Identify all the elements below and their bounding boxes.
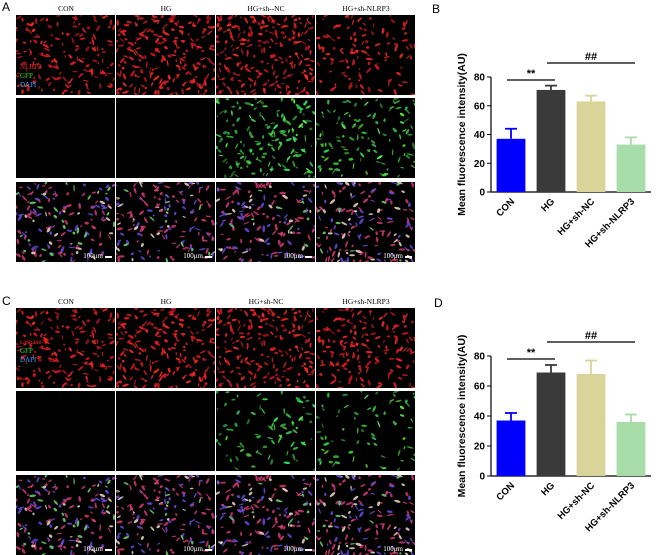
column-label: CON — [58, 297, 74, 306]
scale-bar — [205, 549, 212, 551]
scale-bar-label: 100μm — [83, 545, 103, 553]
column-label: HG+sh-NLRP3 — [342, 4, 390, 13]
micrograph-tile: 100μm — [216, 475, 315, 555]
micrograph-tile: caspase-1 GFP DAPI — [16, 308, 115, 388]
category-label: HG — [539, 480, 557, 498]
channel-label: DAPI — [20, 356, 37, 364]
panel-c-letter: C — [2, 294, 11, 308]
y-tick-label: 60 — [474, 382, 486, 393]
scale-bar-label: 100μm — [83, 252, 103, 260]
bar — [616, 422, 646, 476]
micrograph-tile — [16, 98, 115, 178]
micrograph-tile — [316, 308, 415, 388]
bar — [536, 372, 566, 476]
y-tick-label: 20 — [474, 442, 486, 453]
y-axis-label: Mean fluorescence intensity(AU) — [456, 335, 468, 498]
micrograph-tile — [116, 308, 215, 388]
category-label: HG+sh-NC — [556, 480, 598, 522]
micrograph-tile — [116, 15, 215, 95]
micrograph-tile: 100μm — [316, 182, 415, 262]
micrograph-tile — [216, 98, 315, 178]
micrograph-tile: NLRP3 GFP DAPI — [16, 15, 115, 95]
panel-b-letter: B — [432, 2, 441, 16]
channel-legend: caspase-1 GFP DAPI — [20, 338, 47, 365]
micrograph-tile: 100μm — [216, 182, 315, 262]
micrograph-tile — [316, 15, 415, 95]
scale-bar — [105, 256, 112, 258]
channel-label: GFP — [20, 72, 33, 80]
micrograph-tile: 100μm — [16, 475, 115, 555]
scale-bar-label: 100μm — [383, 252, 403, 260]
column-label: CON — [58, 4, 74, 13]
micrograph-tile — [116, 98, 215, 178]
significance-marker: ** — [527, 347, 536, 359]
panel-a-letter: A — [2, 0, 11, 14]
panel-d-letter: D — [434, 296, 443, 310]
bar — [616, 144, 646, 192]
channel-label: NLRP3 — [20, 63, 42, 71]
channel-label: caspase-1 — [20, 338, 48, 346]
micrograph-tile: 100μm — [116, 182, 215, 262]
y-tick-label: 80 — [474, 352, 486, 363]
scale-bar — [205, 256, 212, 258]
bar — [576, 101, 606, 192]
column-label: HG+sh--NC — [247, 4, 285, 13]
scale-bar-label: 100μm — [183, 545, 203, 553]
channel-legend: NLRP3 GFP DAPI — [20, 63, 41, 90]
micrograph-tile: 100μm — [316, 475, 415, 555]
micrograph-tile — [316, 98, 415, 178]
category-label: HG — [539, 196, 557, 214]
scale-bar-label: 100μm — [283, 252, 303, 260]
significance-marker: ## — [585, 330, 597, 342]
column-label: HG — [160, 297, 172, 306]
bar — [536, 89, 566, 192]
y-tick-label: 0 — [479, 188, 485, 199]
scale-bar — [405, 549, 412, 551]
scale-bar — [105, 549, 112, 551]
micrograph-tile — [216, 391, 315, 471]
scale-bar — [405, 256, 412, 258]
scale-bar — [305, 549, 312, 551]
micrograph-tile: 100μm — [16, 182, 115, 262]
channel-label: DAPI — [20, 81, 37, 89]
significance-marker: ** — [527, 68, 536, 80]
category-label: HG+sh-NC — [556, 196, 598, 238]
bar — [576, 374, 606, 476]
micrograph-tile — [216, 308, 315, 388]
micrograph-tile: 100μm — [116, 475, 215, 555]
y-tick-label: 40 — [474, 412, 486, 423]
micrograph-tile — [216, 15, 315, 95]
y-tick-label: 60 — [474, 101, 486, 112]
bar — [496, 138, 526, 192]
scale-bar-label: 100μm — [283, 545, 303, 553]
bar-chart-d: 0 20 40 60 80 Mean fluorescence intensity(AU)… — [456, 330, 651, 534]
y-tick-label: 0 — [479, 472, 485, 483]
micrograph-tile — [16, 391, 115, 471]
y-tick-label: 80 — [474, 73, 486, 84]
column-label: HG+sh-NLRP3 — [342, 297, 390, 306]
micrograph-tile — [316, 391, 415, 471]
category-label: CON — [494, 196, 517, 219]
column-label: HG — [160, 4, 172, 13]
scale-bar-label: 100μm — [383, 545, 403, 553]
significance-marker: ## — [585, 51, 597, 63]
y-axis-label: Mean fluorescence intensity(AU) — [456, 53, 468, 216]
micrograph-tile — [116, 391, 215, 471]
scale-bar — [305, 256, 312, 258]
column-label: HG+sh-NC — [248, 297, 284, 306]
category-label: CON — [494, 480, 517, 503]
bar-chart-b: 0 20 40 60 80 Mean fluorescence intensity(AU)… — [456, 51, 651, 250]
scale-bar-label: 100μm — [183, 252, 203, 260]
y-tick-label: 20 — [474, 159, 486, 170]
channel-label: GFP — [20, 347, 33, 355]
y-tick-label: 40 — [474, 130, 486, 141]
bar — [496, 420, 526, 476]
